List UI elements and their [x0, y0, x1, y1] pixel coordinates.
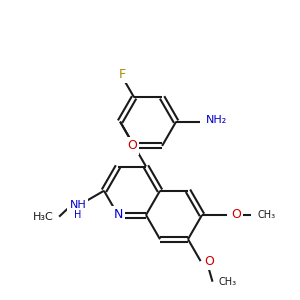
- Text: NH: NH: [69, 200, 86, 210]
- Text: O: O: [205, 255, 214, 268]
- Text: NH₂: NH₂: [206, 115, 227, 124]
- Text: H: H: [74, 210, 81, 220]
- Text: CH₃: CH₃: [257, 210, 275, 220]
- Text: O: O: [231, 208, 241, 221]
- Text: H₃C: H₃C: [32, 212, 53, 222]
- Text: N: N: [113, 208, 123, 221]
- Text: F: F: [118, 68, 126, 81]
- Text: O: O: [127, 140, 137, 152]
- Text: CH₃: CH₃: [218, 277, 237, 287]
